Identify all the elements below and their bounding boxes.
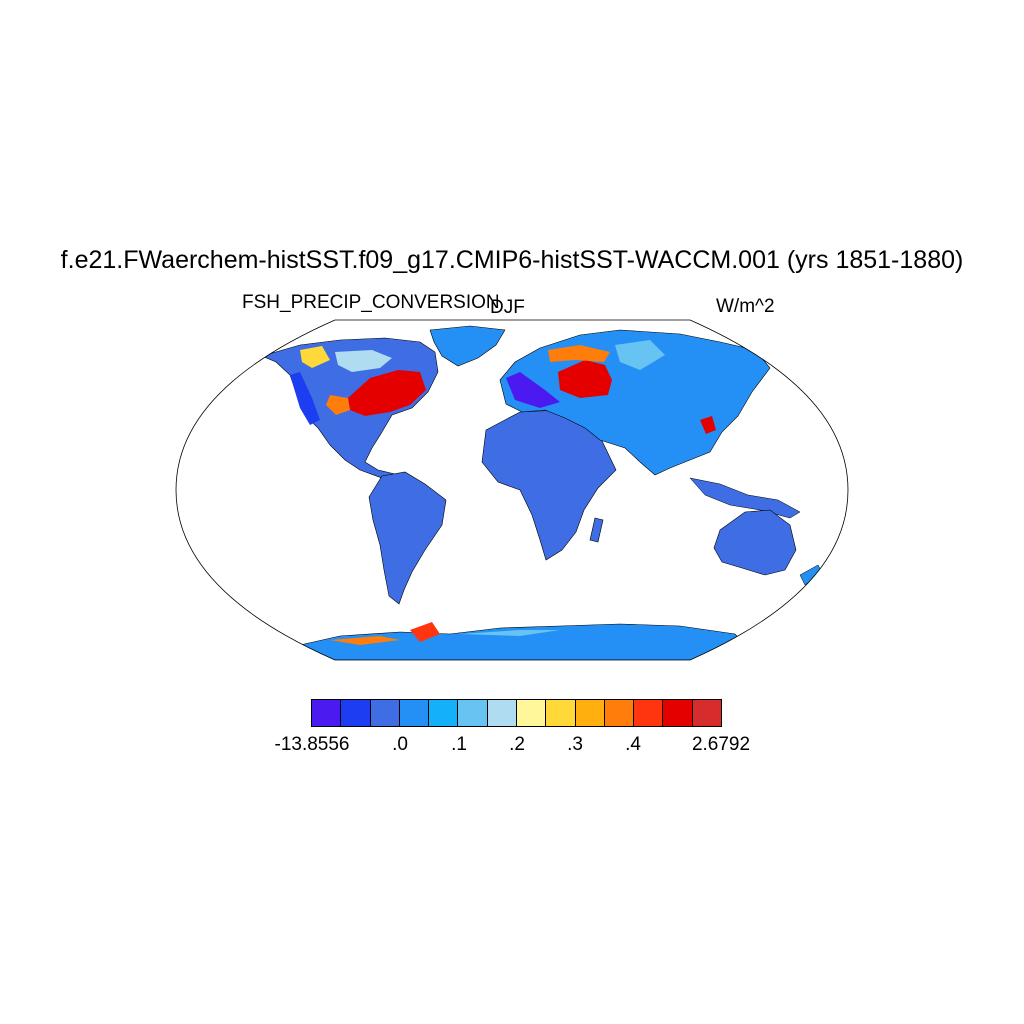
antarctic-coast-light-band	[460, 630, 560, 636]
colorbar-swatch	[516, 699, 547, 727]
north-america-warm-region	[348, 370, 426, 416]
north-america-orange-band	[326, 395, 350, 415]
south-america-landmass	[368, 471, 447, 605]
colorbar-swatch	[369, 699, 400, 727]
colorbar-swatch	[603, 699, 635, 727]
colorbar-tick-label: 2.6792	[691, 734, 751, 755]
west-coast-dark-band	[290, 372, 320, 425]
colorbar-tick-label: .4	[625, 734, 641, 755]
colorbar-swatch	[662, 699, 693, 727]
colorbar-swatch	[486, 699, 517, 727]
colorbar-swatch	[545, 699, 576, 727]
colorbar-swatch	[311, 699, 342, 727]
colorbar-swatch	[691, 699, 722, 727]
southeast-asia-islands	[689, 477, 801, 519]
europe-orange-band	[548, 345, 610, 362]
colorbar-swatch	[398, 699, 430, 727]
canada-yellow-region	[300, 346, 330, 368]
colorbar-swatch	[340, 699, 371, 727]
variable-name-label: FSH_PRECIP_CONVERSION	[242, 292, 500, 313]
madagascar-landmass	[589, 517, 604, 543]
season-label: DJF	[490, 297, 525, 318]
east-asia-warm-spot	[700, 416, 716, 434]
map-content	[176, 320, 848, 660]
map-frame	[175, 319, 849, 661]
colorbar-swatch	[428, 699, 459, 727]
greenland-landmass	[429, 325, 506, 367]
australia-landmass	[713, 509, 797, 576]
colorbar-tick-label: .3	[567, 734, 583, 755]
colorbar-tick-label: .1	[451, 734, 467, 755]
europe-warm-region	[558, 360, 612, 398]
colorbar-tick-label: .0	[392, 734, 408, 755]
colorbar-tick-label: -13.8556	[274, 734, 350, 755]
antarctic-peninsula-warm	[410, 622, 440, 642]
colorbar-tick-label: .2	[509, 734, 525, 755]
plot-title: f.e21.FWaerchem-histSST.f09_g17.CMIP6-hi…	[60, 246, 964, 274]
siberia-light-region	[615, 340, 665, 370]
colorbar-swatch	[633, 699, 664, 727]
eurasia-landmass	[499, 329, 771, 476]
antarctica-landmass	[279, 623, 761, 660]
mediterranean-dark-band	[506, 372, 560, 408]
colorbar-swatch	[574, 699, 605, 727]
canada-light-region	[335, 350, 392, 372]
antarctic-coast-warm-band	[330, 636, 400, 645]
units-label: W/m^2	[716, 296, 775, 317]
colorbar-swatch	[457, 699, 488, 727]
